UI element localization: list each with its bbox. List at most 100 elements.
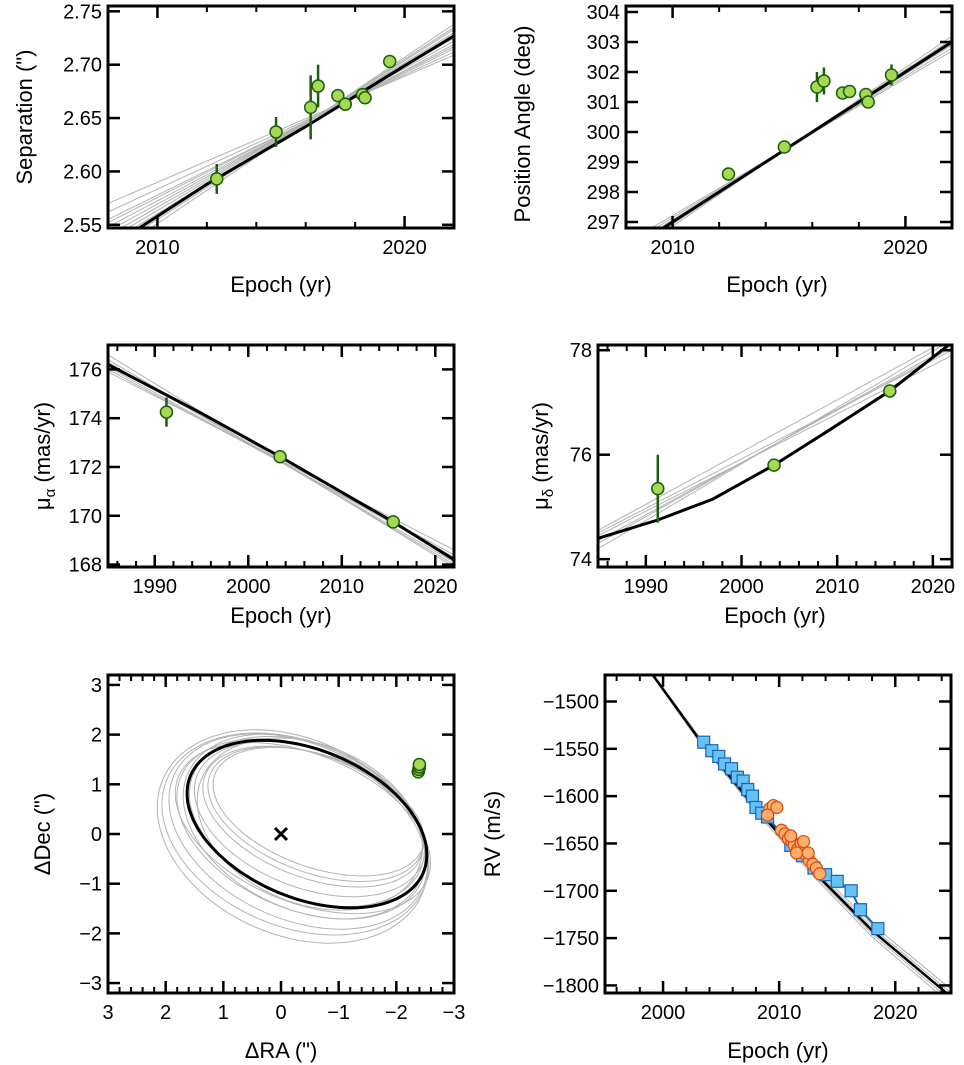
y-tick-label: −3	[79, 973, 102, 995]
best-fit-orbit	[185, 738, 429, 910]
model-sample-lines	[598, 345, 952, 550]
x-tick-label: 2010	[135, 237, 180, 259]
x-tick-label: 3	[102, 1002, 113, 1024]
host-star-marker	[273, 826, 289, 842]
data-point	[382, 54, 397, 69]
x-axis-label: Epoch (yr)	[230, 272, 331, 297]
model-sample-line	[653, 675, 951, 990]
plot-frame	[596, 343, 954, 569]
x-tick-label: 2000	[641, 1002, 686, 1024]
x-tick-label: 2020	[873, 1002, 918, 1024]
best-fit-curve	[651, 675, 949, 993]
data-point	[209, 172, 224, 186]
x-tick-label: 1990	[624, 576, 669, 598]
sample-orbit	[202, 745, 424, 888]
y-axis-label: ΔDec (")	[30, 793, 55, 875]
sample-orbits	[156, 729, 432, 944]
axis-ticks: 2010 2020 297 298 299 300 301 302 303 304	[587, 2, 953, 259]
data-point	[884, 68, 899, 82]
y-tick-label: 302	[587, 62, 620, 84]
x-tick-label: −1	[327, 1002, 350, 1024]
x-tick-label: −2	[385, 1002, 408, 1024]
model-sample-line	[598, 347, 952, 542]
axis-ticks: 1990 2000 2010 2020 168 170 172 174 176	[69, 345, 458, 598]
y-tick-label: 0	[91, 824, 102, 846]
y-label-prefix: μ	[528, 497, 553, 510]
data-point	[338, 97, 353, 111]
x-tick-label: 1	[218, 1002, 229, 1024]
y-label-suffix: (mas/yr)	[30, 402, 55, 489]
y-tick-label: 78	[570, 340, 592, 362]
data-points	[411, 757, 427, 779]
rv-square-point	[745, 789, 760, 803]
y-tick-label: 2	[91, 725, 102, 747]
data-point	[721, 167, 736, 181]
y-tick-label: −1500	[543, 692, 599, 714]
y-axis-label: μα (mas/yr)	[30, 402, 59, 510]
x-tick-label: 1990	[133, 576, 178, 598]
data-point	[777, 140, 792, 154]
panel-position-angle: 2010 2020 297 298 299 300 301 302 303 304 Epoch (…	[510, 2, 954, 297]
y-axis-label: Position Angle (deg)	[510, 26, 535, 223]
rv-circle-point	[784, 829, 798, 843]
plot-frame	[106, 343, 456, 569]
data-point	[842, 84, 857, 99]
y-tick-label: 174	[69, 408, 102, 430]
data-point	[331, 88, 345, 103]
y-tick-label: 170	[69, 506, 102, 528]
y-tick-label: −1700	[543, 881, 599, 903]
x-tick-label: 0	[275, 1002, 286, 1024]
data-points	[721, 64, 899, 181]
y-tick-label: 303	[587, 32, 620, 54]
sample-orbit	[174, 741, 432, 915]
axis-ticks: 2010 2020 2.55 2.60 2.65 2.70 2.75	[63, 1, 455, 259]
y-tick-label: 2.65	[63, 108, 102, 130]
data-point	[386, 515, 400, 529]
axis-ticks: 3 2 1 0 −1 −2 −3 −3 −2 −1 0 1 2 3	[79, 675, 465, 1024]
panel-mu-alpha: 1990 2000 2010 2020 168 170 172 174 176 Epoch (y…	[30, 343, 458, 628]
data-points	[209, 54, 397, 194]
data-point	[767, 458, 781, 472]
y-tick-label: 76	[570, 445, 592, 467]
x-axis-label: Epoch (yr)	[727, 1038, 828, 1063]
panel-orbit: 3 2 1 0 −1 −2 −3 −3 −2 −1 0 1 2 3 ΔRA (") ΔDec (")	[30, 673, 465, 1063]
x-tick-label: 2010	[815, 576, 860, 598]
y-tick-label: 304	[587, 2, 620, 24]
best-fit-orbit-line	[185, 738, 429, 910]
x-axis-label: ΔRA (")	[245, 1038, 318, 1063]
y-tick-label: 168	[69, 555, 102, 577]
y-axis-label: Separation (")	[12, 50, 37, 185]
best-fit-curve	[136, 34, 454, 228]
x-tick-label: 2020	[382, 237, 427, 259]
rv-series-circles	[760, 799, 827, 881]
x-tick-label: 2000	[719, 576, 764, 598]
data-point	[861, 95, 875, 109]
data-point	[883, 384, 897, 398]
sample-orbit	[207, 746, 424, 883]
sample-orbit	[156, 729, 429, 944]
model-sample-line	[651, 675, 939, 993]
y-label-subscript: α	[42, 488, 59, 497]
x-tick-label: 2020	[883, 237, 928, 259]
axis-ticks: 2000 2010 2020 −1500 −1550 −1600 −1650 −1700 −17…	[543, 675, 951, 1024]
y-tick-label: 301	[587, 92, 620, 114]
y-tick-label: 3	[91, 675, 102, 697]
y-tick-label: −1750	[543, 928, 599, 950]
x-axis-label: Epoch (yr)	[230, 603, 331, 628]
y-axis-label: RV (m/s)	[480, 791, 505, 877]
y-tick-label: 299	[587, 152, 620, 174]
model-sample-lines	[651, 675, 951, 993]
x-tick-label: 2020	[413, 576, 458, 598]
y-axis-label: μδ (mas/yr)	[528, 402, 557, 510]
sample-orbit	[161, 732, 430, 936]
data-point	[358, 91, 372, 105]
data-point	[273, 449, 287, 464]
data-points	[159, 397, 400, 529]
y-tick-label: 1	[91, 774, 102, 796]
y-tick-label: −1	[79, 874, 102, 896]
rv-square-point	[871, 922, 885, 936]
x-tick-label: 2	[160, 1002, 171, 1024]
x-axis-label: Epoch (yr)	[726, 272, 827, 297]
